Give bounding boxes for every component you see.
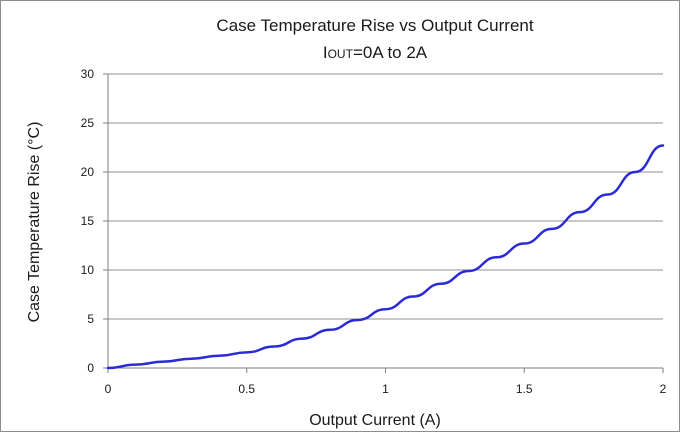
y-tick-label: 5 — [87, 312, 94, 326]
y-tick-label: 30 — [81, 67, 95, 81]
subtitle-suffix: =0A to 2A — [353, 43, 428, 62]
y-tick-label: 0 — [87, 361, 94, 375]
subtitle-subscript: OUT — [328, 47, 354, 61]
y-axis-label: Case Temperature Rise (°C) — [26, 122, 43, 323]
x-tick-label: 0.5 — [238, 382, 255, 396]
grid-layer — [107, 73, 663, 369]
y-tick-label: 15 — [81, 214, 95, 228]
y-tick-label: 20 — [81, 165, 95, 179]
series-line — [106, 144, 665, 370]
x-tick-label: 1 — [382, 382, 389, 396]
x-tick-label: 2 — [660, 382, 667, 396]
x-tick-label: 1.5 — [516, 382, 533, 396]
chart-subtitle: IOUT=0A to 2A — [323, 43, 428, 62]
y-tick-label: 25 — [81, 116, 95, 130]
series-layer — [106, 144, 665, 370]
tick-layer: 0 5 10 15 20 25 30 0 0.5 1 1.5 2 — [81, 67, 667, 396]
x-axis-label: Output Current (A) — [309, 412, 441, 429]
chart-title: Case Temperature Rise vs Output Current — [216, 16, 533, 35]
x-tick-label: 0 — [105, 382, 112, 396]
y-tick-label: 10 — [81, 263, 95, 277]
subtitle-prefix: I — [323, 43, 328, 62]
